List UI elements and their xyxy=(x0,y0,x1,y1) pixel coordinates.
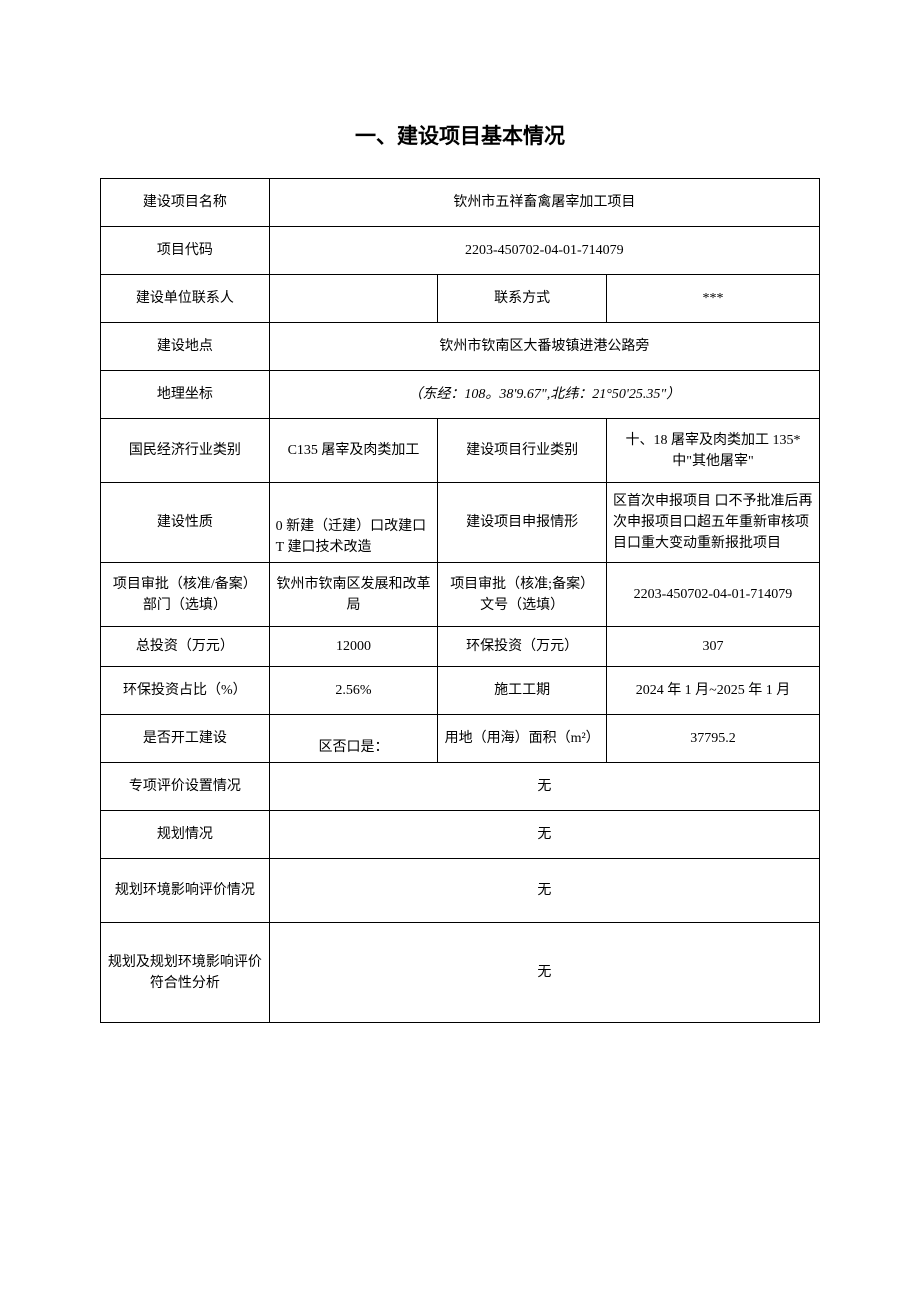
table-row: 专项评价设置情况 无 xyxy=(101,763,820,811)
cell-label: 用地（用海）面积（m²） xyxy=(438,715,607,763)
cell-label: 建设单位联系人 xyxy=(101,275,270,323)
table-row: 环保投资占比（%） 2.56% 施工工期 2024 年 1 月~2025 年 1… xyxy=(101,667,820,715)
table-row: 国民经济行业类别 C135 屠宰及肉类加工 建设项目行业类别 十、18 屠宰及肉… xyxy=(101,419,820,483)
cell-value xyxy=(269,275,438,323)
project-info-table: 建设项目名称 钦州市五祥畜禽屠宰加工项目 项目代码 2203-450702-04… xyxy=(100,178,820,1023)
table-row: 项目审批（核准/备案）部门（选填） 钦州市钦南区发展和改革局 项目审批（核准;备… xyxy=(101,563,820,627)
table-row: 建设性质 0 新建（迁建）口改建口T 建口技术改造 建设项目申报情形 区首次申报… xyxy=(101,483,820,563)
table-row: 建设单位联系人 联系方式 *** xyxy=(101,275,820,323)
cell-value: *** xyxy=(606,275,819,323)
cell-value: 区首次申报项目 口不予批准后再次申报项目口超五年重新审核项目口重大变动重新报批项… xyxy=(606,483,819,563)
table-row: 建设项目名称 钦州市五祥畜禽屠宰加工项目 xyxy=(101,179,820,227)
table-row: 是否开工建设 区否口是： 用地（用海）面积（m²） 37795.2 xyxy=(101,715,820,763)
cell-value: 无 xyxy=(269,811,819,859)
cell-label: 地理坐标 xyxy=(101,371,270,419)
cell-value: 12000 xyxy=(269,627,438,667)
table-row: 规划情况 无 xyxy=(101,811,820,859)
table-row: 地理坐标 （东经：108。38'9.67",北纬：21°50'25.35"） xyxy=(101,371,820,419)
section-title: 一、建设项目基本情况 xyxy=(100,120,820,150)
cell-label: 联系方式 xyxy=(438,275,607,323)
cell-value: （东经：108。38'9.67",北纬：21°50'25.35"） xyxy=(269,371,819,419)
cell-value: 无 xyxy=(269,763,819,811)
cell-value: 钦州市钦南区发展和改革局 xyxy=(269,563,438,627)
cell-label: 国民经济行业类别 xyxy=(101,419,270,483)
cell-label: 建设地点 xyxy=(101,323,270,371)
cell-value: 2203-450702-04-01-714079 xyxy=(269,227,819,275)
cell-label: 施工工期 xyxy=(438,667,607,715)
cell-label: 专项评价设置情况 xyxy=(101,763,270,811)
table-row: 建设地点 钦州市钦南区大番坡镇进港公路旁 xyxy=(101,323,820,371)
cell-label: 规划环境影响评价情况 xyxy=(101,859,270,923)
cell-value: 307 xyxy=(606,627,819,667)
cell-value: 钦州市五祥畜禽屠宰加工项目 xyxy=(269,179,819,227)
cell-label: 项目审批（核准;备案）文号（选填） xyxy=(438,563,607,627)
cell-label: 建设性质 xyxy=(101,483,270,563)
cell-value: 区否口是： xyxy=(269,715,438,763)
cell-value: 37795.2 xyxy=(606,715,819,763)
cell-label: 是否开工建设 xyxy=(101,715,270,763)
cell-value: 2.56% xyxy=(269,667,438,715)
table-row: 项目代码 2203-450702-04-01-714079 xyxy=(101,227,820,275)
cell-value: 2024 年 1 月~2025 年 1 月 xyxy=(606,667,819,715)
cell-label: 环保投资占比（%） xyxy=(101,667,270,715)
cell-label: 环保投资（万元） xyxy=(438,627,607,667)
cell-label: 项目代码 xyxy=(101,227,270,275)
cell-label: 总投资（万元） xyxy=(101,627,270,667)
cell-value: 无 xyxy=(269,923,819,1023)
table-row: 规划环境影响评价情况 无 xyxy=(101,859,820,923)
cell-label: 建设项目行业类别 xyxy=(438,419,607,483)
cell-label: 项目审批（核准/备案）部门（选填） xyxy=(101,563,270,627)
cell-value: C135 屠宰及肉类加工 xyxy=(269,419,438,483)
cell-label: 规划及规划环境影响评价符合性分析 xyxy=(101,923,270,1023)
table-row: 总投资（万元） 12000 环保投资（万元） 307 xyxy=(101,627,820,667)
cell-label: 建设项目申报情形 xyxy=(438,483,607,563)
cell-value: 无 xyxy=(269,859,819,923)
cell-value: 0 新建（迁建）口改建口T 建口技术改造 xyxy=(269,483,438,563)
document-page: 一、建设项目基本情况 建设项目名称 钦州市五祥畜禽屠宰加工项目 项目代码 220… xyxy=(0,0,920,1301)
cell-value: 十、18 屠宰及肉类加工 135*中"其他屠宰" xyxy=(606,419,819,483)
cell-label: 建设项目名称 xyxy=(101,179,270,227)
table-row: 规划及规划环境影响评价符合性分析 无 xyxy=(101,923,820,1023)
cell-value: 钦州市钦南区大番坡镇进港公路旁 xyxy=(269,323,819,371)
cell-label: 规划情况 xyxy=(101,811,270,859)
cell-value: 2203-450702-04-01-714079 xyxy=(606,563,819,627)
